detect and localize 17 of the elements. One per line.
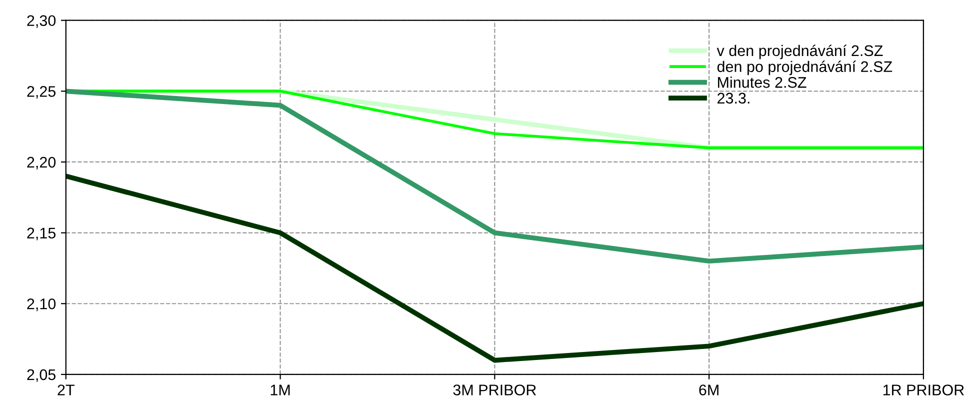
legend-label: 23.3. <box>718 92 750 104</box>
y-tick-label: 2,30 <box>27 15 56 28</box>
y-tick-label: 2,25 <box>27 86 56 99</box>
y-tick-label: 2,20 <box>27 156 56 170</box>
y-tick-label: 2,10 <box>27 298 56 312</box>
x-tick-label: 2T <box>58 384 74 396</box>
x-tick-label: 1M <box>270 384 290 396</box>
x-tick-label: 6M <box>699 384 718 396</box>
y-tick-label: 2,05 <box>27 369 56 382</box>
x-tick-label: 1R PRIBOR <box>883 384 964 396</box>
legend-label: den po projednávání 2.SZ <box>717 60 892 76</box>
line-series <box>66 174 924 363</box>
y-tick-label: 2,15 <box>27 228 56 240</box>
legend-label: v den projednávání 2.SZ <box>716 44 883 60</box>
legend-label: Minutes 2.SZ <box>718 76 806 88</box>
x-tick-label: 3M PRIBOR <box>453 384 536 396</box>
line-series <box>66 88 924 264</box>
